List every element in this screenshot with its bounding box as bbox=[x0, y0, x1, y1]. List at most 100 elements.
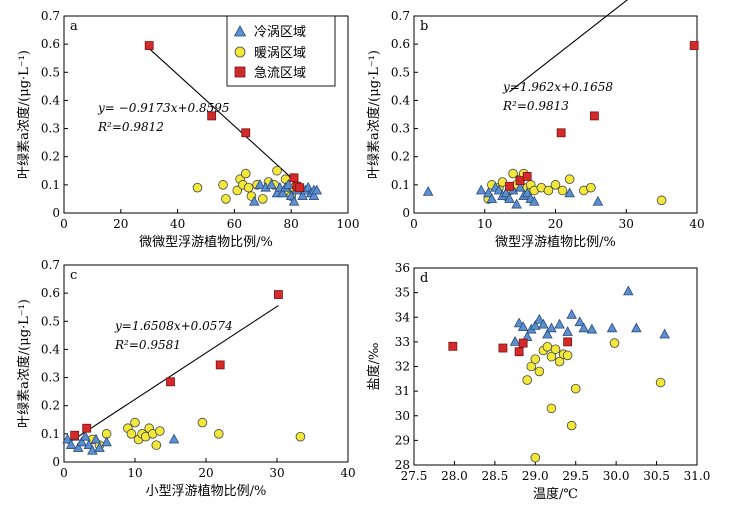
jet-stream-point bbox=[498, 343, 508, 353]
y-tick-label: 0.3 bbox=[41, 122, 60, 136]
warm-eddy-point bbox=[197, 417, 208, 428]
warm-eddy-point bbox=[557, 185, 568, 196]
cold-eddy-point bbox=[266, 179, 277, 189]
warm-eddy-point bbox=[609, 338, 620, 348]
regression-line bbox=[148, 48, 309, 194]
cold-eddy-point bbox=[87, 444, 98, 455]
cold-eddy-point bbox=[574, 316, 586, 327]
panel-a-frame bbox=[63, 15, 349, 214]
x-tick-label: 40 bbox=[170, 217, 185, 231]
panel-c: c 0 10 20 30 40 0 0.1 0.2 0.3 0.4 0.5 0.6 0.7 y=1.65… bbox=[16, 258, 356, 499]
panel-b-points bbox=[422, 41, 699, 209]
jet-stream-point bbox=[505, 181, 514, 191]
jet-stream-point bbox=[82, 423, 92, 433]
cold-eddy-point bbox=[83, 439, 95, 450]
y-tick-label: 0.7 bbox=[41, 9, 60, 23]
y-tick-label: 29 bbox=[395, 433, 410, 447]
legend: 冷涡区域 暖涡区域 急流区域 bbox=[226, 15, 336, 87]
cold-eddy-point bbox=[631, 322, 642, 333]
y-tick-label: 28 bbox=[395, 458, 410, 472]
cold-eddy-point bbox=[534, 313, 545, 324]
cold-eddy-point bbox=[168, 433, 180, 444]
panel-a-xlabel: 微微型浮游植物比例/% bbox=[139, 235, 273, 250]
cold-eddy-point bbox=[101, 436, 112, 447]
x-tick-label: 29.0 bbox=[522, 469, 549, 483]
jet-stream-point bbox=[215, 360, 225, 370]
x-tick-label: 30 bbox=[269, 466, 284, 480]
cold-eddy-point bbox=[511, 198, 522, 209]
cold-eddy-point bbox=[486, 193, 498, 203]
cold-eddy-point bbox=[493, 184, 505, 195]
cold-eddy-point bbox=[623, 285, 634, 296]
panel-d-ylabel: 盐度/‰ bbox=[366, 343, 382, 391]
jet-stream-point bbox=[144, 41, 154, 50]
y-tick-label: 0.3 bbox=[391, 122, 410, 136]
y-tick-label: 0 bbox=[52, 206, 60, 220]
legend-item-cold: 冷涡区域 bbox=[233, 25, 306, 40]
jet-stream-point bbox=[166, 377, 175, 387]
cold-eddy-point bbox=[566, 308, 577, 319]
warm-eddy-point bbox=[213, 429, 224, 439]
x-tick-label: 0 bbox=[60, 217, 68, 231]
cold-eddy-point bbox=[297, 190, 308, 201]
cold-eddy-point bbox=[509, 336, 521, 346]
warm-eddy-point bbox=[566, 420, 577, 431]
y-tick-label: 0.6 bbox=[41, 37, 60, 51]
panel-c-fit-line bbox=[67, 305, 279, 444]
cold-eddy-point bbox=[422, 186, 434, 196]
jet-stream-point bbox=[689, 41, 699, 50]
y-tick-label: 0.5 bbox=[41, 314, 60, 328]
cold-eddy-point bbox=[72, 442, 84, 452]
cold-eddy-point bbox=[288, 195, 300, 206]
cold-eddy-point bbox=[592, 195, 604, 206]
plot-frame bbox=[63, 15, 349, 214]
cold-eddy-point bbox=[308, 190, 320, 201]
regression-line bbox=[509, 0, 629, 93]
x-tick-label: 28.0 bbox=[441, 469, 468, 483]
y-tick-label: 0.6 bbox=[391, 37, 410, 51]
cold-eddy-point bbox=[283, 179, 294, 189]
panel-b-r2: R²=0.9813 bbox=[502, 99, 569, 113]
warm-eddy-point bbox=[655, 377, 666, 388]
x-tick-label: 30 bbox=[619, 217, 634, 231]
cold-eddy-point bbox=[504, 193, 515, 203]
y-tick-label: 34 bbox=[395, 310, 411, 324]
warm-eddy-point bbox=[232, 185, 243, 196]
x-tick-label: 29.5 bbox=[562, 469, 589, 483]
cold-eddy-point bbox=[578, 322, 590, 333]
y-tick-label: 0.5 bbox=[41, 65, 60, 79]
cold-eddy-point bbox=[529, 195, 540, 206]
panel-a-equation: y= −0.9173x+0.8595 bbox=[97, 101, 230, 115]
panel-b-ticks: 0 10 20 30 40 0 0.1 0.2 0.3 0.4 0.5 0.6 0.7 bbox=[391, 9, 705, 231]
panel-a-fit-line bbox=[148, 48, 309, 194]
cold-eddy-point bbox=[538, 318, 549, 329]
jet-stream-point bbox=[274, 290, 283, 299]
y-tick-label: 0.4 bbox=[41, 93, 60, 107]
legend-circle-icon bbox=[234, 46, 246, 58]
cold-eddy-point bbox=[586, 323, 598, 334]
cold-eddy-point bbox=[249, 195, 260, 206]
panel-c-points bbox=[62, 290, 306, 455]
panel-d-frame bbox=[413, 267, 698, 466]
jet-stream-point bbox=[448, 341, 458, 351]
panel-b-ylabel: 叶绿素a浓度/(μg·L⁻¹) bbox=[366, 50, 382, 179]
x-tick-label: 0 bbox=[60, 466, 68, 480]
y-tick-label: 32 bbox=[395, 360, 410, 374]
legend-triangle-icon bbox=[233, 25, 247, 37]
warm-eddy-point bbox=[543, 185, 554, 196]
y-tick-label: 0.2 bbox=[391, 150, 410, 164]
x-tick-label: 40 bbox=[689, 217, 704, 231]
legend-label-warm: 暖涡区域 bbox=[254, 46, 306, 61]
x-tick-label: 10 bbox=[127, 466, 142, 480]
cold-eddy-point bbox=[514, 181, 526, 192]
x-tick-label: 100 bbox=[337, 217, 360, 231]
x-tick-label: 20 bbox=[113, 217, 128, 231]
jet-stream-point bbox=[289, 173, 299, 183]
panel-a-points bbox=[144, 41, 323, 206]
warm-eddy-point bbox=[130, 417, 140, 428]
cold-eddy-point bbox=[311, 184, 323, 195]
y-tick-label: 0.7 bbox=[391, 9, 410, 23]
cold-eddy-point bbox=[562, 326, 573, 336]
y-tick-label: 0.2 bbox=[41, 150, 60, 164]
y-tick-label: 0.1 bbox=[41, 178, 60, 192]
